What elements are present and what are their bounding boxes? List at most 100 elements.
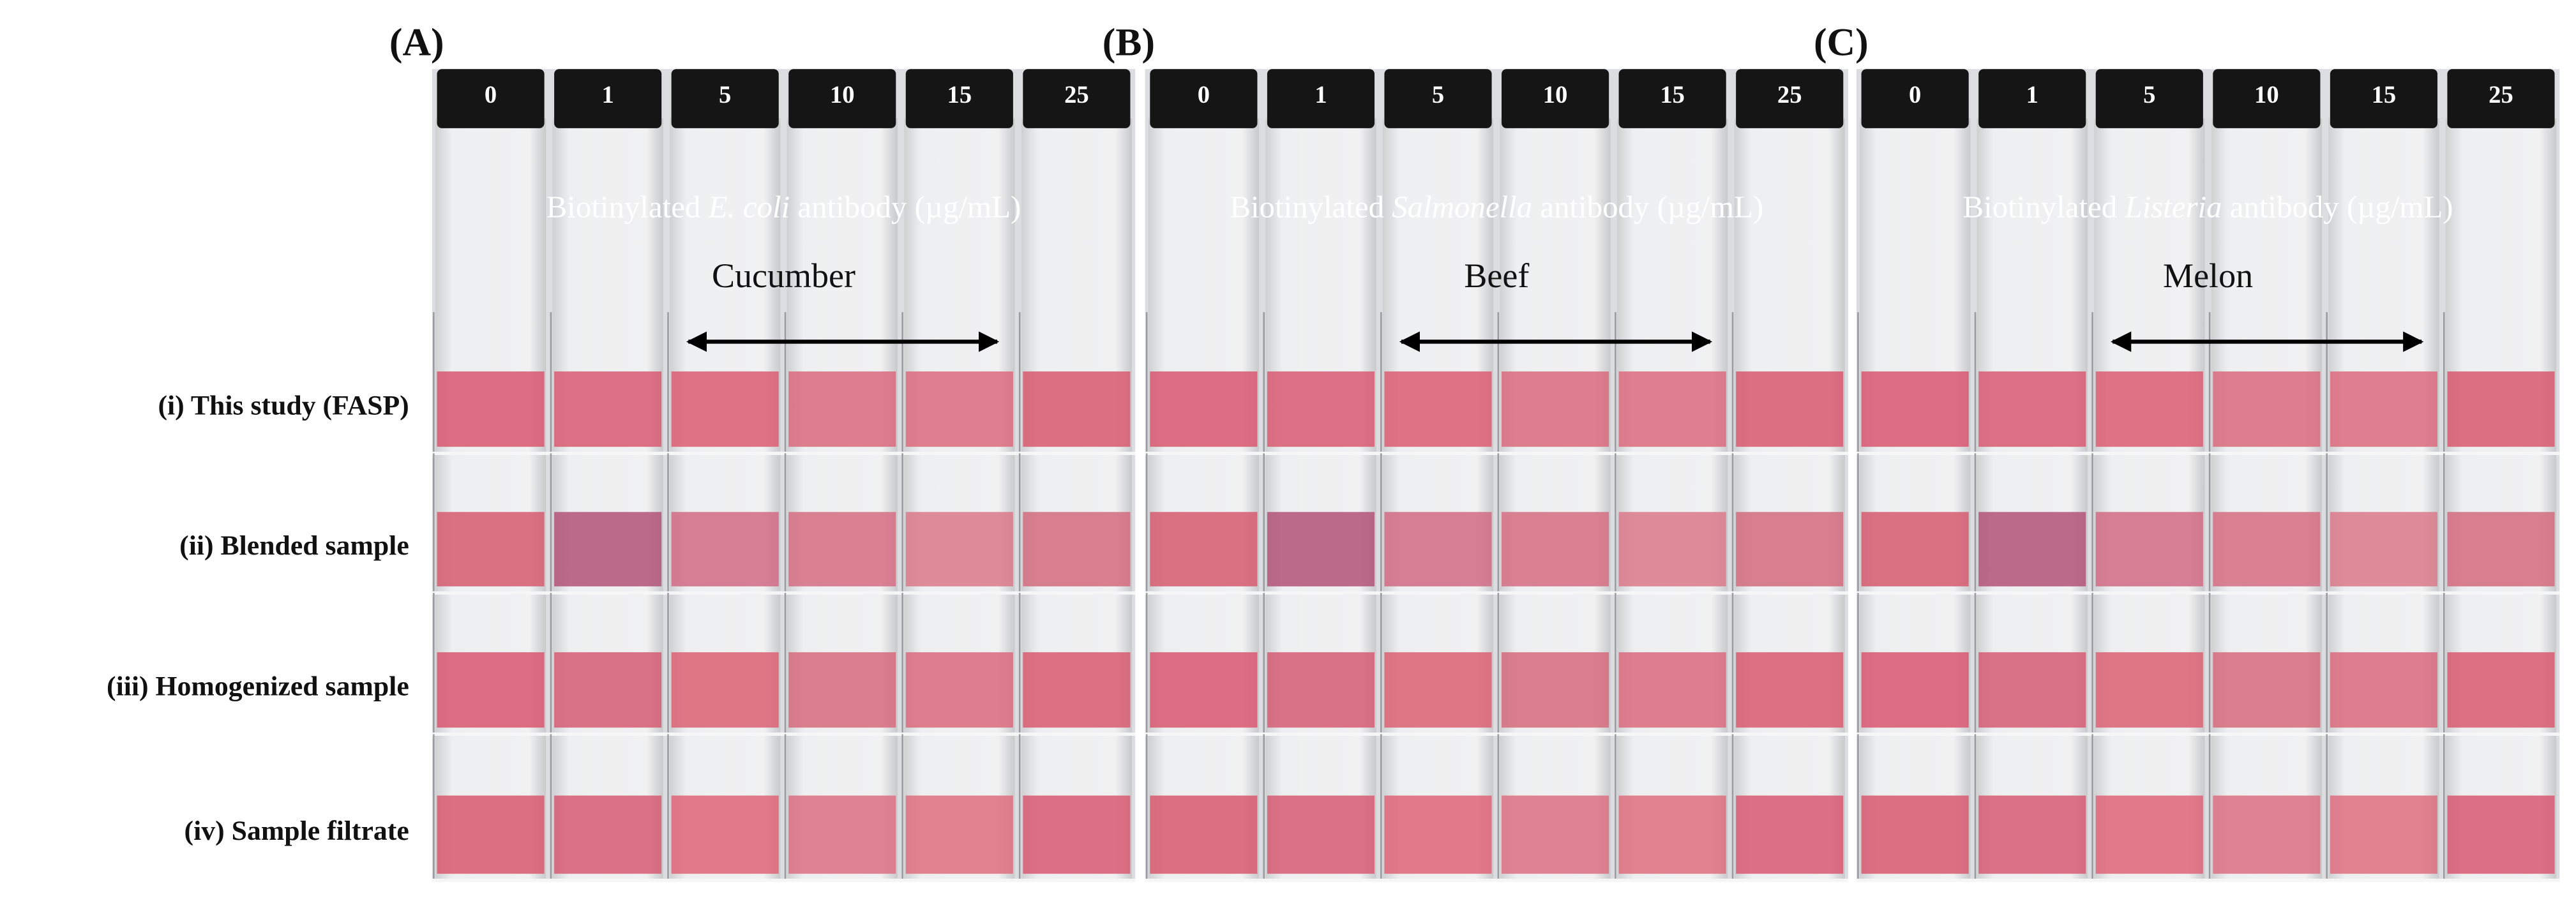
vial <box>1500 118 1611 881</box>
liquid <box>1384 652 1492 728</box>
liquid <box>1502 371 1609 447</box>
liquid <box>671 512 779 586</box>
liquid <box>437 795 545 874</box>
liquid <box>2095 652 2203 728</box>
liquid <box>1267 652 1375 728</box>
caption-text: antibody (µg/mL) <box>2222 190 2453 225</box>
vial-cap <box>1978 69 2086 128</box>
vial <box>2328 118 2439 881</box>
liquid <box>1384 795 1492 874</box>
liquid <box>2213 512 2321 586</box>
caption-text: Biotinylated <box>546 190 709 225</box>
cap-label: 15 <box>947 82 972 108</box>
liquid <box>788 371 896 447</box>
cap-label: 10 <box>2254 82 2279 108</box>
photo-background <box>1856 69 2560 881</box>
row-label: (iii) Homogenized sample <box>107 671 409 702</box>
vial <box>1977 118 2088 881</box>
liquid <box>437 512 545 586</box>
panel-label: (C) <box>1814 20 1869 64</box>
liquid <box>671 371 779 447</box>
liquid <box>1023 371 1131 447</box>
cap-label: 10 <box>1543 82 1568 108</box>
panel: 0 1 5 10 15 25(B)Biotinylated Salmonella anti… <box>1103 20 1849 883</box>
liquid <box>554 371 662 447</box>
cap-label: 15 <box>2372 82 2397 108</box>
liquid <box>905 795 1013 874</box>
food-label: Cucumber <box>712 257 855 295</box>
vial-cap <box>1023 69 1131 128</box>
panel: 0 1 5 10 15 25(C)Biotinylated Listeria antibo… <box>1814 20 2560 883</box>
cap-label: 1 <box>2026 82 2038 108</box>
vial-cap <box>1150 69 1258 128</box>
liquid <box>1618 512 1726 586</box>
liquid <box>1150 652 1258 728</box>
liquid <box>2213 371 2321 447</box>
liquid <box>1736 371 1844 447</box>
liquid <box>1502 795 1609 874</box>
liquid <box>1861 512 1969 586</box>
liquid <box>905 512 1013 586</box>
vial-cap <box>2447 69 2555 128</box>
liquid <box>2447 512 2555 586</box>
vial-cap <box>788 69 896 128</box>
vial <box>435 118 546 881</box>
caption: Biotinylated E. coli antibody (µg/mL) <box>546 190 1021 225</box>
cap-label: 5 <box>1432 82 1444 108</box>
photo-background <box>1145 69 1849 881</box>
panel: 0 1 5 10 15 25(A)Biotinylated E. coli antibod… <box>389 20 1136 883</box>
liquid <box>2447 371 2555 447</box>
liquid <box>1978 652 2086 728</box>
liquid <box>1736 652 1844 728</box>
liquid <box>1384 371 1492 447</box>
cap-label: 25 <box>1064 82 1089 108</box>
liquid <box>1150 371 1258 447</box>
liquid <box>2447 652 2555 728</box>
cap-label: 25 <box>1777 82 1802 108</box>
liquid <box>788 512 896 586</box>
vial-cap <box>671 69 779 128</box>
caption-italic: Listeria <box>2124 190 2222 225</box>
liquid <box>2095 795 2203 874</box>
cap-label: 10 <box>830 82 855 108</box>
caption-text: antibody (µg/mL) <box>1532 190 1763 225</box>
cap-label: 25 <box>2489 82 2513 108</box>
liquid <box>2095 371 2203 447</box>
panel-label: (A) <box>389 20 444 64</box>
liquid <box>1267 371 1375 447</box>
liquid <box>1384 512 1492 586</box>
liquid <box>905 652 1013 728</box>
liquid <box>1861 371 1969 447</box>
liquid <box>1267 795 1375 874</box>
vial-cap <box>1502 69 1609 128</box>
liquid <box>554 795 662 874</box>
liquid <box>437 371 545 447</box>
vial <box>670 118 781 881</box>
vial <box>904 118 1015 881</box>
liquid <box>671 652 779 728</box>
liquid <box>1023 512 1131 586</box>
liquid <box>2095 512 2203 586</box>
liquid <box>1978 795 2086 874</box>
caption: Biotinylated Listeria antibody (µg/mL) <box>1963 190 2453 225</box>
cap-label: 5 <box>719 82 731 108</box>
liquid <box>1023 652 1131 728</box>
liquid <box>2330 652 2437 728</box>
liquid <box>1861 795 1969 874</box>
vial-cap <box>1384 69 1492 128</box>
vial-cap <box>905 69 1013 128</box>
cap-label: 0 <box>485 82 497 108</box>
caption-italic: E. coli <box>708 190 790 225</box>
vial-cap <box>1618 69 1726 128</box>
vial <box>1734 118 1845 881</box>
liquid <box>437 652 545 728</box>
vial <box>2211 118 2322 881</box>
vial-cap <box>1267 69 1375 128</box>
liquid <box>2447 795 2555 874</box>
liquid <box>1502 652 1609 728</box>
vial <box>2094 118 2205 881</box>
photo-background <box>432 69 1136 881</box>
liquid <box>554 652 662 728</box>
vial <box>1382 118 1494 881</box>
